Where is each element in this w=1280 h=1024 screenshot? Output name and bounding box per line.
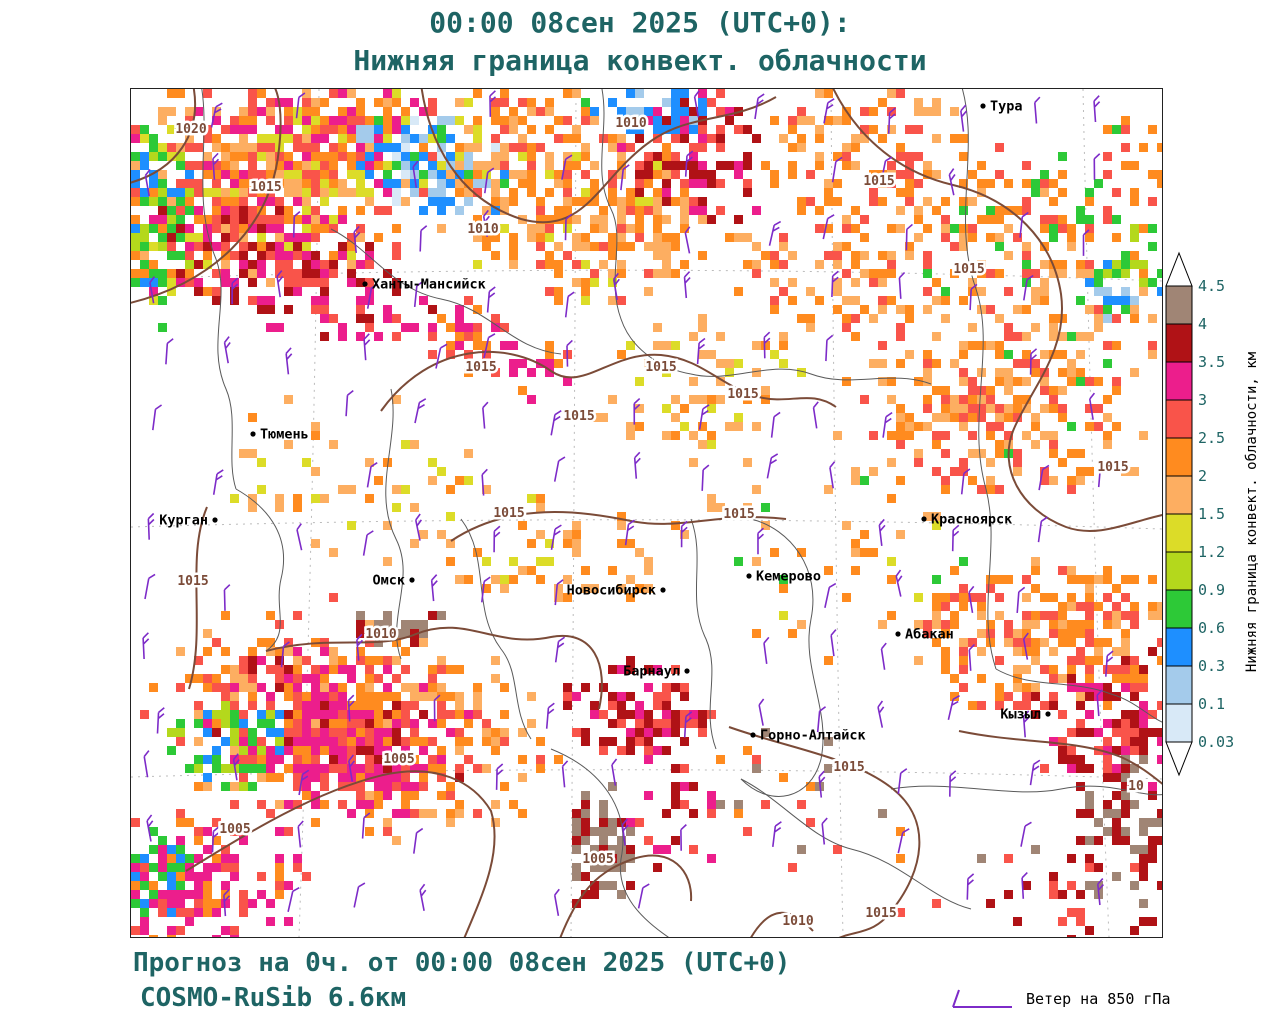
svg-text:1015: 1015 [865, 906, 896, 921]
city-marker: Барнаул [623, 664, 690, 680]
svg-text:10: 10 [1128, 779, 1144, 794]
page-title-line1: 00:00 08сен 2025 (UTC+0): [429, 6, 851, 39]
wind-barbs-layer [142, 90, 1114, 917]
city-marker: Омск [372, 573, 415, 589]
svg-text:3.5: 3.5 [1198, 353, 1225, 371]
svg-text:1005: 1005 [383, 752, 414, 767]
svg-text:4.5: 4.5 [1198, 277, 1225, 295]
svg-text:Тура: Тура [990, 99, 1023, 115]
svg-text:1015: 1015 [863, 174, 894, 189]
svg-text:Курган: Курган [159, 513, 208, 529]
isobar-lines-layer [131, 89, 1162, 937]
city-marker: Кемерово [746, 569, 821, 585]
svg-text:1005: 1005 [582, 852, 613, 867]
weather-map-svg: 1020 1015 1010 1010 1015 1015 1015 1015 1015 1015… [131, 89, 1162, 937]
svg-text:Ханты-Мансийск: Ханты-Мансийск [372, 277, 486, 293]
svg-text:1010: 1010 [782, 914, 813, 929]
wind-legend: Ветер на 850 гПа [950, 986, 1171, 1012]
svg-text:4: 4 [1198, 315, 1207, 333]
svg-text:3: 3 [1198, 391, 1207, 409]
svg-text:1015: 1015 [645, 360, 676, 375]
svg-text:Омск: Омск [372, 573, 405, 589]
city-marker: Курган [159, 513, 218, 529]
svg-text:Кызыл: Кызыл [1000, 707, 1041, 723]
city-marker: Абакан [895, 627, 954, 643]
svg-text:Новосибирск: Новосибирск [567, 583, 656, 599]
city-marker: Горно-Алтайск [750, 728, 866, 744]
graticule-layer [131, 89, 1162, 937]
svg-text:1010: 1010 [365, 627, 396, 642]
city-marker: Ханты-Мансийск [362, 277, 486, 293]
svg-text:1015: 1015 [493, 506, 524, 521]
svg-text:1015: 1015 [833, 760, 864, 775]
wind-barb-icon [952, 989, 1012, 1008]
page-title-line2: Нижняя граница конвект. облачности [353, 44, 927, 77]
model-caption: COSMO-RuSib 6.6км [140, 983, 407, 1013]
svg-text:Тюмень: Тюмень [260, 427, 309, 443]
svg-text:1015: 1015 [953, 262, 984, 277]
svg-text:Горно-Алтайск: Горно-Алтайск [760, 728, 866, 744]
city-marker: Кызыл [1000, 707, 1051, 723]
wind-legend-label: Ветер на 850 гПа [1026, 990, 1171, 1008]
svg-text:1015: 1015 [723, 507, 754, 522]
city-marker: Красноярск [921, 512, 1012, 528]
svg-text:1020: 1020 [175, 122, 206, 137]
svg-text:1015: 1015 [177, 574, 208, 589]
svg-text:0.6: 0.6 [1198, 619, 1225, 637]
svg-text:1010: 1010 [467, 222, 498, 237]
city-marker: Тюмень [250, 427, 309, 443]
legend-colorbar: 4.5 4 3.5 3 2.5 2 1.5 1.2 0.9 0.6 0.3 0.1 0.03 [1165, 251, 1234, 777]
svg-text:1015: 1015 [1097, 460, 1128, 475]
svg-text:1.5: 1.5 [1198, 505, 1225, 523]
svg-text:1005: 1005 [219, 822, 250, 837]
svg-text:Абакан: Абакан [905, 627, 954, 643]
svg-text:Барнаул: Барнаул [623, 664, 680, 680]
svg-text:1015: 1015 [465, 360, 496, 375]
svg-text:0.1: 0.1 [1198, 695, 1225, 713]
svg-text:1010: 1010 [615, 116, 646, 131]
svg-text:0.9: 0.9 [1198, 581, 1225, 599]
svg-text:1015: 1015 [727, 387, 758, 402]
city-marker: Тура [980, 99, 1023, 115]
map-canvas: 1020 1015 1010 1010 1015 1015 1015 1015 1015 1015… [130, 88, 1163, 938]
isobar-labels-layer: 1020 1015 1010 1010 1015 1015 1015 1015 1015 1015… [173, 114, 1147, 932]
svg-text:2: 2 [1198, 467, 1207, 485]
svg-text:0.03: 0.03 [1198, 733, 1234, 751]
svg-text:Кемерово: Кемерово [756, 569, 821, 585]
svg-text:1.2: 1.2 [1198, 543, 1225, 561]
admin-borders-layer [201, 89, 1162, 937]
city-marker: Новосибирск [567, 583, 666, 599]
city-markers-layer: Тура Ханты-Мансийск Тюмень Курган Омск Новоси… [159, 99, 1051, 744]
forecast-caption: Прогноз на 0ч. от 00:00 08сен 2025 (UTC+… [133, 948, 791, 978]
svg-text:1015: 1015 [563, 409, 594, 424]
legend-axis-title: Нижняя граница конвект. облачности, км [1244, 351, 1260, 673]
svg-text:2.5: 2.5 [1198, 429, 1225, 447]
svg-text:0.3: 0.3 [1198, 657, 1225, 675]
svg-text:1015: 1015 [250, 180, 281, 195]
svg-text:Красноярск: Красноярск [931, 512, 1012, 528]
